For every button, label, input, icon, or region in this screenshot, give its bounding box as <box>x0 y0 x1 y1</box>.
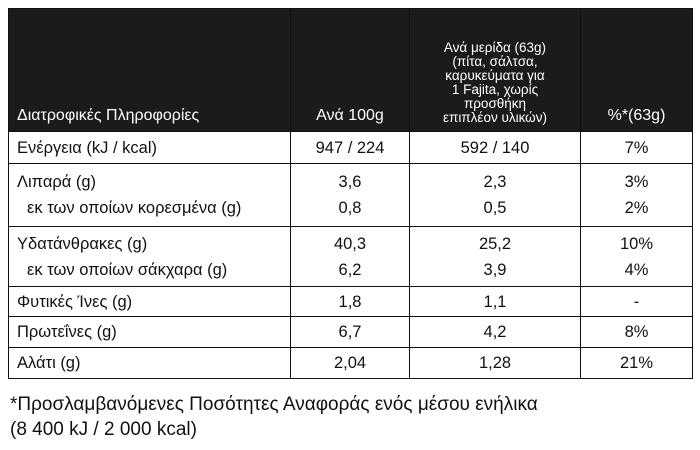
cell-text: Ενέργεια (kJ / kcal) <box>17 138 157 157</box>
table-cell: 3% 2% <box>580 163 693 227</box>
footnote-line: *Προσλαμβανόμενες Ποσότητες Αναφοράς ενό… <box>10 394 538 415</box>
table-cell: 1,8 <box>290 286 410 317</box>
header-cell: Ανά 100g <box>290 8 410 132</box>
cell-text: 2,04 <box>333 354 367 372</box>
header-cell: %*(63g) <box>580 8 693 132</box>
cell-text: 1,1 <box>483 292 507 311</box>
table-cell: 25,2 3,9 <box>409 226 581 287</box>
table-row: Ενέργεια (kJ / kcal) 947 / 224 592 / 140 7% <box>8 131 693 164</box>
table-cell: Λιπαρά (g) εκ των οποίων κορεσμένα (g) <box>8 163 291 227</box>
cell-text: Υδατάνθρακες (g) <box>17 234 148 253</box>
table-cell: 2,3 0,5 <box>409 163 581 227</box>
cell-text: - <box>633 292 640 311</box>
table-cell: Αλάτι (g) <box>8 347 291 379</box>
cell-text: 3,9 <box>483 260 507 279</box>
cell-text: Λιπαρά (g) <box>17 173 97 191</box>
cell-text: 1,8 <box>338 292 362 311</box>
table-row: Λιπαρά (g) εκ των οποίων κορεσμένα (g) 3,6… <box>8 163 693 227</box>
cell-text: 40,3 <box>333 234 367 253</box>
header-cell: Ανά μερίδα (63g) (πίτα, σάλτσα, καρυκεύμ… <box>409 8 581 132</box>
cell-text: 0,5 <box>483 199 507 217</box>
table-cell: 592 / 140 <box>409 131 581 164</box>
cell-text: Αλάτι (g) <box>17 354 81 372</box>
cell-text: 1,28 <box>478 354 512 372</box>
table-cell: Ενέργεια (kJ / kcal) <box>8 131 291 164</box>
cell-text: 4,2 <box>483 323 507 341</box>
footnote-line: (8 400 kJ / 2 000 kcal) <box>10 419 197 440</box>
cell-text: Πρωτεΐνες (g) <box>17 323 117 341</box>
table-cell: 21% <box>580 347 693 379</box>
table-row: Υδατάνθρακες (g) εκ των οποίων σάκχαρα (g… <box>8 226 693 287</box>
table-cell: 1,1 <box>409 286 581 317</box>
table-cell: 10% 4% <box>580 226 693 287</box>
cell-text: 10% <box>619 234 654 253</box>
table-cell: Φυτικές Ίνες (g) <box>8 286 291 317</box>
cell-text: 2% <box>624 199 649 217</box>
cell-text: 21% <box>619 354 654 372</box>
cell-text: 2,3 <box>483 173 507 191</box>
header-cell: Διατροφικές Πληροφορίες <box>8 8 291 132</box>
cell-text: 947 / 224 <box>315 138 385 157</box>
table-cell: 8% <box>580 316 693 348</box>
nutrition-table: Διατροφικές Πληροφορίες Ανά 100g Ανά μερίδ… <box>8 8 693 379</box>
cell-text: 8% <box>624 323 649 341</box>
cell-text: 6,7 <box>338 323 362 341</box>
cell-text: 3,6 <box>338 173 362 191</box>
table-cell: 40,3 6,2 <box>290 226 410 287</box>
cell-text: 25,2 <box>478 234 512 253</box>
cell-text: 592 / 140 <box>460 138 530 157</box>
cell-text: 3% <box>624 173 649 191</box>
table-cell: - <box>580 286 693 317</box>
table-cell: 7% <box>580 131 693 164</box>
table-cell: 4,2 <box>409 316 581 348</box>
footnote: *Προσλαμβανόμενες Ποσότητες Αναφοράς ενό… <box>10 392 538 442</box>
cell-text: 6,2 <box>338 260 362 279</box>
table-cell: Υδατάνθρακες (g) εκ των οποίων σάκχαρα (g… <box>8 226 291 287</box>
header-row: Διατροφικές Πληροφορίες Ανά 100g Ανά μερίδ… <box>8 8 693 132</box>
cell-text: 0,8 <box>338 199 362 217</box>
table-cell: 3,6 0,8 <box>290 163 410 227</box>
cell-text: εκ των οποίων σάκχαρα (g) <box>27 260 228 279</box>
table-row: Αλάτι (g) 2,04 1,28 21% <box>8 347 693 379</box>
table-cell: 947 / 224 <box>290 131 410 164</box>
table-row: Φυτικές Ίνες (g) 1,8 1,1 - <box>8 286 693 317</box>
table-cell: 2,04 <box>290 347 410 379</box>
table-row: Πρωτεΐνες (g) 6,7 4,2 8% <box>8 316 693 348</box>
cell-text: Φυτικές Ίνες (g) <box>17 292 133 311</box>
table-cell: 1,28 <box>409 347 581 379</box>
cell-text: εκ των οποίων κορεσμένα (g) <box>27 199 242 217</box>
table-cell: 6,7 <box>290 316 410 348</box>
table-cell: Πρωτεΐνες (g) <box>8 316 291 348</box>
cell-text: 7% <box>624 138 649 157</box>
cell-text: 4% <box>624 260 649 279</box>
